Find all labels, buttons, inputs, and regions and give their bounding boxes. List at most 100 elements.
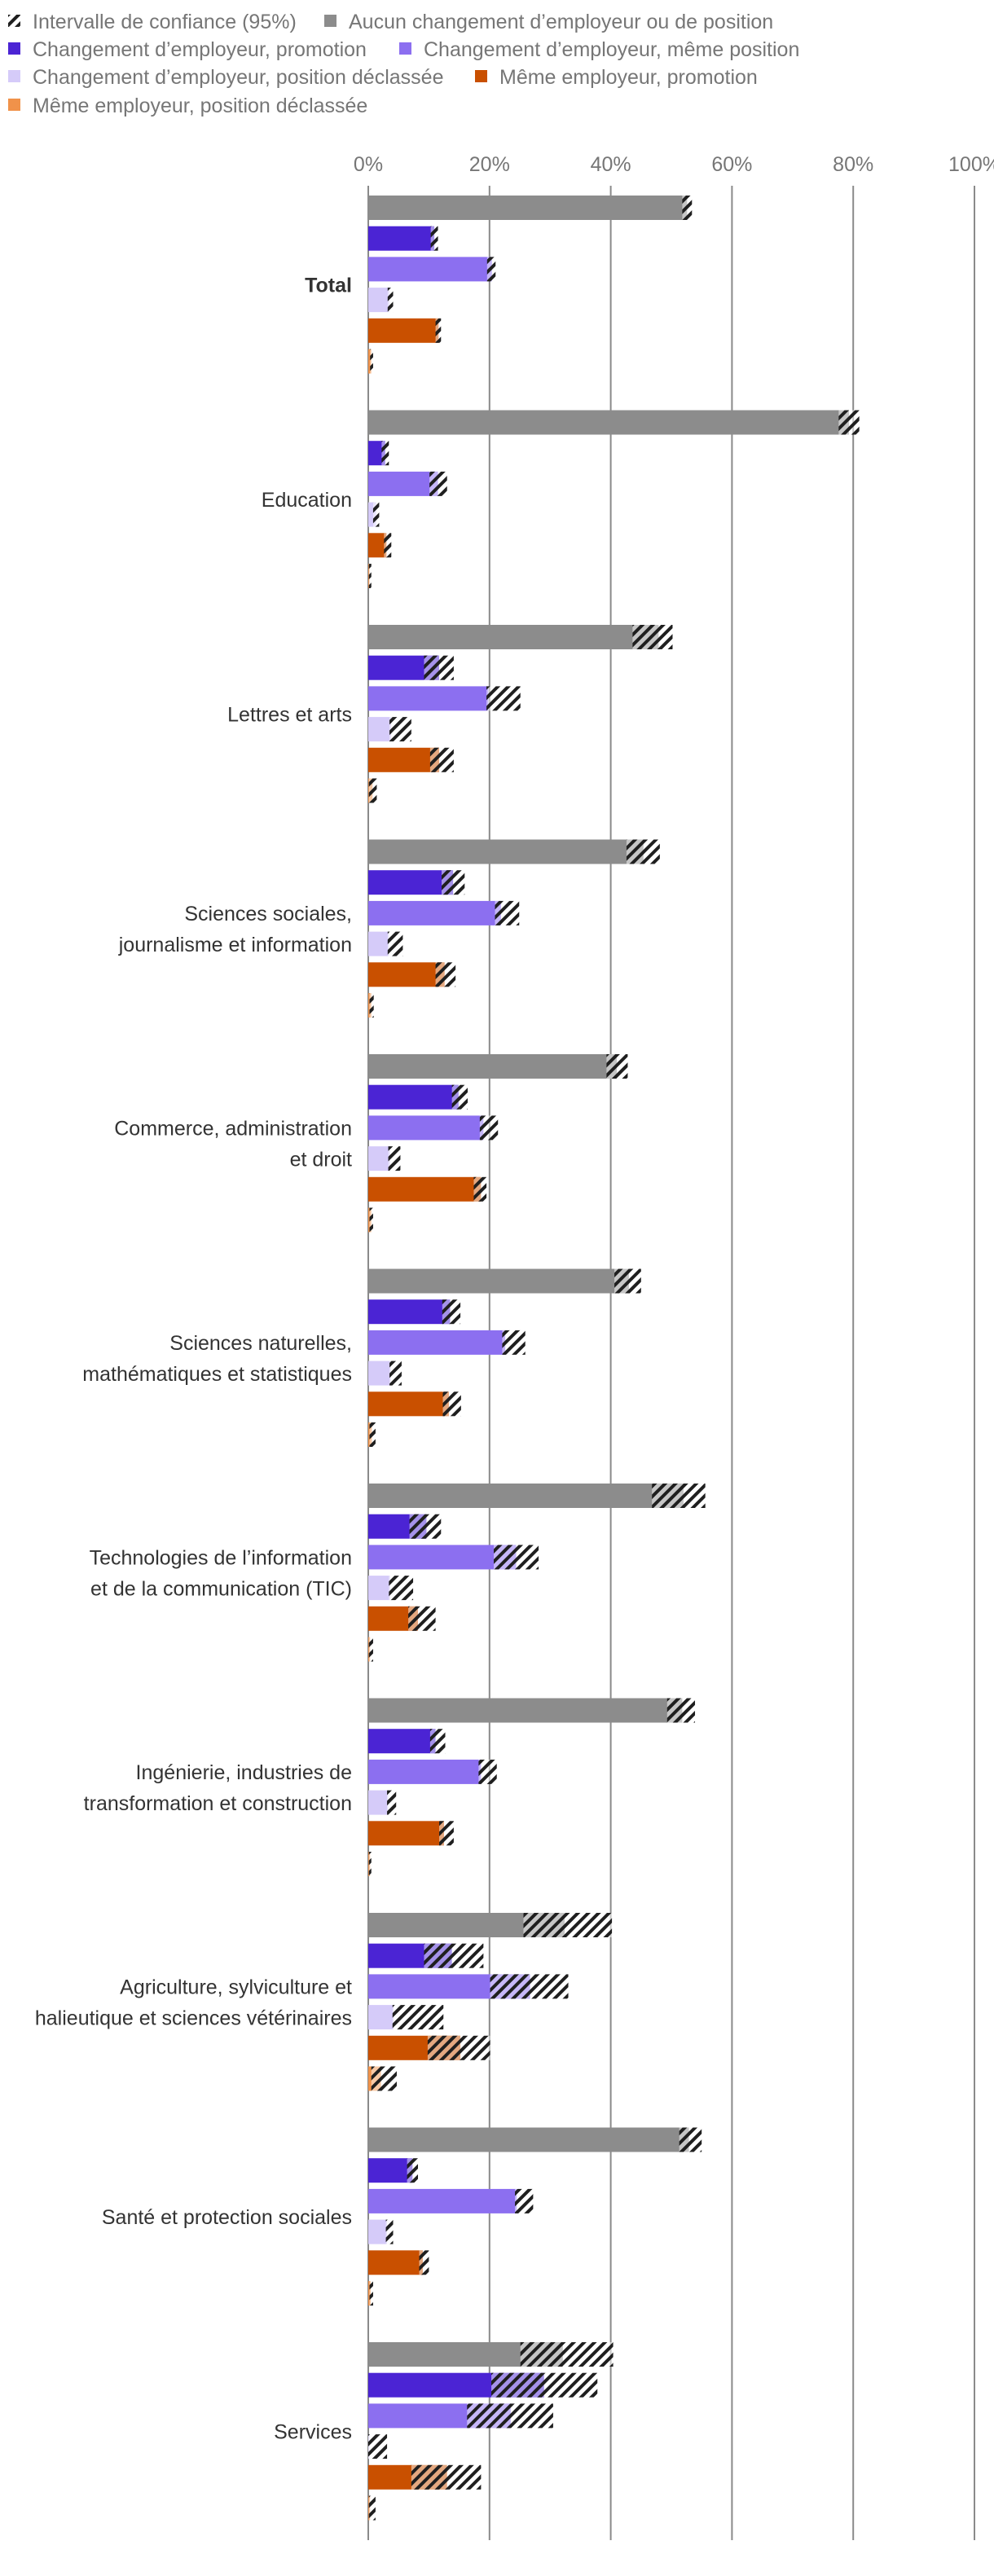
bar-changement-d-employeur-position-declassee[interactable] [368,717,392,742]
ci-band [442,870,465,895]
category-label-line: Lettres et arts [227,703,352,726]
category-label-line: halieutique et sciences vétérinaires [35,2007,352,2029]
legend-item-changement-d-employeur-meme-position[interactable]: Changement d’employeur, même position [399,38,799,61]
category-label-line: Santé et protection sociales [102,2206,352,2229]
ci-band [467,2403,553,2429]
ci-band [606,1054,628,1079]
bar-changement-d-employeur-position-declassee[interactable] [368,502,376,527]
ci-band [429,1729,446,1754]
legend-swatch [475,70,487,82]
ci-band [490,1974,569,1999]
bar-meme-employeur-position-declassee[interactable] [368,349,372,374]
ci-band [435,962,456,987]
legend-label: Intervalle de confiance (95%) [33,11,297,33]
ci-band [384,533,392,558]
ci-band [389,717,411,742]
bars [368,196,860,2521]
bar-changement-d-employeur-meme-position[interactable] [368,1115,484,1141]
ci-band [368,778,377,803]
x-axis-ticks: 0% 20% 40% 60% 80% 100% [354,153,994,176]
bar-changement-d-employeur-promotion[interactable] [368,1084,459,1110]
bar-meme-employeur-promotion[interactable] [368,1176,482,1202]
bar-meme-employeur-promotion[interactable] [368,2250,423,2275]
legend-label: Changement d’employeur, position déclass… [33,66,443,89]
ci-band [369,993,374,1018]
bar-changement-d-employeur-promotion[interactable] [368,870,454,895]
bar-changement-d-employeur-position-declassee[interactable] [368,931,389,956]
bar-aucun-changement-d-employeur-ou-de-position[interactable] [368,196,688,220]
bar-meme-employeur-promotion[interactable] [368,747,440,772]
bar-changement-d-employeur-promotion[interactable] [368,1729,436,1754]
bar-changement-d-employeur-promotion[interactable] [368,226,435,251]
bar-meme-employeur-promotion[interactable] [368,1391,449,1417]
bar-aucun-changement-d-employeur-ou-de-position[interactable] [368,839,644,864]
bar-changement-d-employeur-position-declassee[interactable] [368,288,390,313]
x-tick-label: 80% [833,153,873,176]
legend-item-changement-d-employeur-position-declassee[interactable]: Changement d’employeur, position déclass… [8,66,443,89]
bar-aucun-changement-d-employeur-ou-de-position[interactable] [368,625,659,649]
bar-aucun-changement-d-employeur-ou-de-position[interactable] [368,410,849,435]
ci-band [838,410,860,435]
bar-changement-d-employeur-meme-position[interactable] [368,1330,506,1355]
bar-changement-d-employeur-meme-position[interactable] [368,471,438,496]
bar-group-technologies-de-l-information-et-de-la-communication-tic [368,1484,706,1662]
bar-aucun-changement-d-employeur-ou-de-position[interactable] [368,1054,618,1079]
legend-swatch [8,42,20,55]
ci-band [486,686,521,711]
ci-band [515,2188,534,2213]
legend-swatch [8,70,20,82]
bar-changement-d-employeur-position-declassee[interactable] [368,2219,388,2244]
category-label-line: journalisme et information [118,934,352,956]
ci-band [424,655,454,680]
bar-changement-d-employeur-meme-position[interactable] [368,686,489,711]
bar-changement-d-employeur-position-declassee[interactable] [368,1361,391,1386]
bar-changement-d-employeur-meme-position[interactable] [368,1759,482,1784]
bar-changement-d-employeur-meme-position[interactable] [368,900,501,925]
ci-band [369,2281,373,2306]
bar-meme-employeur-promotion[interactable] [368,1821,444,1846]
category-label-line: Sciences sociales, [184,903,352,925]
x-tick-label: 0% [354,153,383,176]
bar-aucun-changement-d-employeur-ou-de-position[interactable] [368,2127,689,2152]
bar-group-lettres-et-arts [368,625,673,803]
bar-group-services [368,2342,614,2521]
legend-swatch-ci [8,15,20,27]
category-label-line: Services [274,2420,352,2443]
bar-aucun-changement-d-employeur-ou-de-position[interactable] [368,1698,683,1723]
gridlines [367,186,975,2540]
bar-changement-d-employeur-promotion[interactable] [368,2158,413,2183]
ci-band [614,1268,641,1294]
category-label-lettres-et-arts: Lettres et arts [227,703,352,726]
bar-changement-d-employeur-meme-position[interactable] [368,2188,517,2213]
ci-band [427,2035,490,2060]
legend-item-changement-d-employeur-promotion[interactable]: Changement d’employeur, promotion [8,38,367,61]
bar-changement-d-employeur-promotion[interactable] [368,441,385,466]
legend-item-aucun-changement-d-employeur-ou-de-position[interactable]: Aucun changement d’employeur ou de posit… [324,11,773,33]
legend-item-meme-employeur-promotion[interactable]: Même employeur, promotion [475,66,758,89]
bar-changement-d-employeur-meme-position[interactable] [368,1545,517,1570]
category-label-line: mathématiques et statistiques [82,1363,352,1386]
legend-item-ci[interactable]: Intervalle de confiance (95%) [8,11,297,33]
bar-changement-d-employeur-position-declassee[interactable] [368,1790,389,1815]
bar-group-sciences-sociales-journalisme-et-information [368,839,660,1018]
ci-band [389,1361,402,1386]
ci-band [679,2127,702,2152]
ci-band [520,2342,614,2367]
ci-band [385,2219,394,2244]
bar-changement-d-employeur-position-declassee[interactable] [368,1146,390,1172]
bar-meme-employeur-promotion[interactable] [368,318,439,343]
legend-item-meme-employeur-position-declassee[interactable]: Même employeur, position déclassée [8,95,367,117]
x-tick-label: 60% [711,153,752,176]
bar-aucun-changement-d-employeur-ou-de-position[interactable] [368,1484,684,1508]
bar-meme-employeur-promotion[interactable] [368,962,445,987]
bar-changement-d-employeur-meme-position[interactable] [368,257,492,282]
ci-band [666,1698,696,1723]
ci-band [368,1852,372,1876]
bar-meme-employeur-promotion[interactable] [368,533,387,558]
bar-changement-d-employeur-promotion[interactable] [368,1299,451,1325]
bar-aucun-changement-d-employeur-ou-de-position[interactable] [368,1268,629,1294]
ci-band [387,931,403,956]
bar-changement-d-employeur-position-declassee[interactable] [368,1576,390,1601]
bar-changement-d-employeur-position-declassee[interactable] [368,2005,394,2030]
ci-band [523,1913,613,1937]
